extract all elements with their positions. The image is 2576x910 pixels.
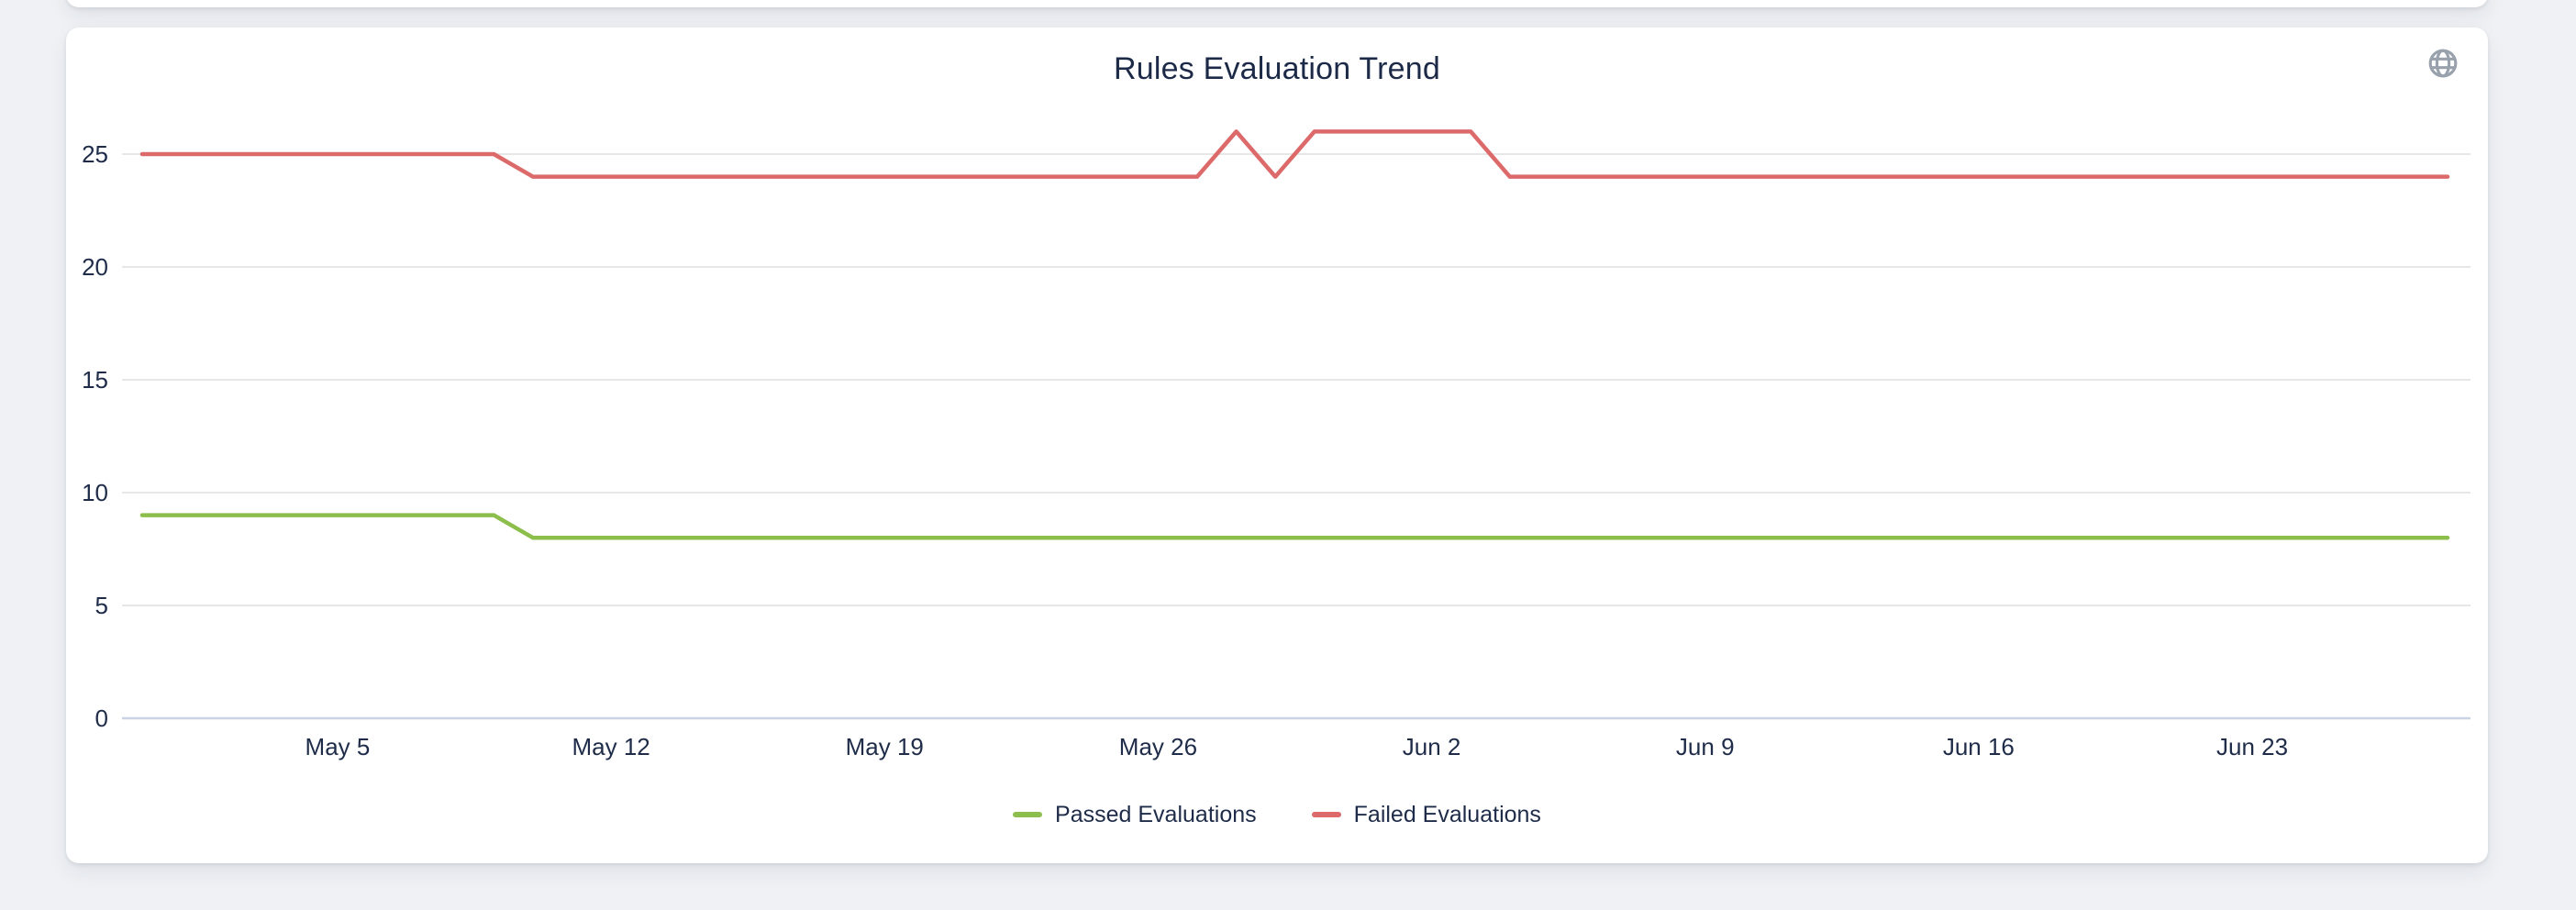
globe-button[interactable] [2426, 47, 2459, 80]
y-axis-label: 5 [95, 592, 108, 619]
series-line-failed-evaluations [139, 129, 2450, 179]
x-axis-label: May 19 [846, 733, 924, 760]
previous-card-fragment [66, 0, 2488, 7]
x-axis-label: Jun 9 [1676, 733, 1735, 760]
legend-label-passed: Passed Evaluations [1055, 801, 1257, 827]
passed-series-swatch [1013, 812, 1043, 817]
legend-item-passed[interactable]: Passed Evaluations [1013, 802, 1257, 828]
x-axis-label: May 5 [305, 733, 371, 760]
y-axis-label: 25 [82, 140, 108, 168]
legend-label-failed: Failed Evaluations [1353, 801, 1541, 827]
x-axis-label: Jun 2 [1403, 733, 1461, 760]
x-axis-label: Jun 16 [1943, 733, 2015, 760]
chart-legend: Passed Evaluations Failed Evaluations [66, 796, 2488, 833]
chart-title: Rules Evaluation Trend [1114, 51, 1440, 86]
series-line-passed-evaluations [139, 513, 2450, 540]
globe-icon [2428, 49, 2458, 78]
x-axis-label: May 12 [572, 733, 650, 760]
chart-card: Rules Evaluation Trend 0 5 10 15 20 25 May 5 Ma… [66, 28, 2488, 863]
x-axis-label: May 26 [1119, 733, 1197, 760]
legend-item-failed[interactable]: Failed Evaluations [1311, 801, 1541, 828]
trend-chart[interactable]: 0 5 10 15 20 25 May 5 May 12 May 19 May 26 Jun 2 Ju… [66, 119, 2488, 761]
y-axis-label: 15 [82, 366, 108, 394]
failed-series-swatch [1311, 812, 1341, 817]
y-axis-label: 10 [82, 479, 108, 506]
x-axis-label: Jun 23 [2216, 733, 2288, 760]
y-axis-label: 0 [95, 705, 108, 732]
y-axis-label: 20 [82, 253, 108, 281]
